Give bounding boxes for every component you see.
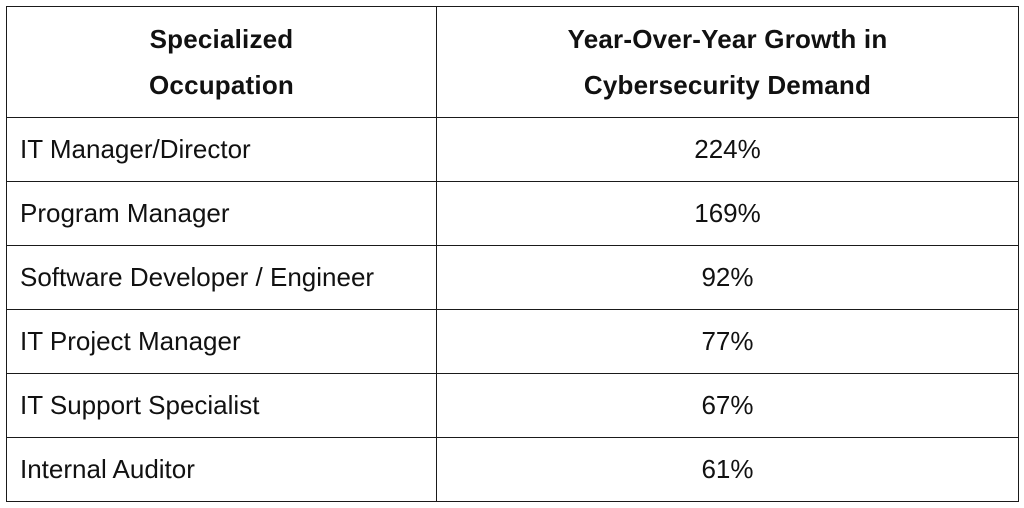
cybersecurity-demand-table: Specialized Occupation Year-Over-Year Gr… [6, 6, 1019, 502]
growth-cell: 77% [436, 309, 1019, 374]
table-header: Specialized Occupation Year-Over-Year Gr… [6, 6, 1019, 118]
header-growth-line-1: Year-Over-Year Growth in [567, 24, 888, 54]
occupation-cell: IT Manager/Director [6, 117, 437, 182]
header-occupation-line-1: Specialized [149, 24, 294, 54]
growth-cell: 61% [436, 437, 1019, 502]
table-row: IT Support Specialist 67% [6, 373, 1019, 438]
header-occupation: Specialized Occupation [6, 6, 437, 118]
table-body: IT Manager/Director 224% Program Manager… [6, 117, 1019, 502]
growth-cell: 92% [436, 245, 1019, 310]
table-row: Software Developer / Engineer 92% [6, 245, 1019, 310]
table-row: IT Project Manager 77% [6, 309, 1019, 374]
growth-cell: 67% [436, 373, 1019, 438]
growth-cell: 224% [436, 117, 1019, 182]
table-row: Program Manager 169% [6, 181, 1019, 246]
table-row: IT Manager/Director 224% [6, 117, 1019, 182]
growth-cell: 169% [436, 181, 1019, 246]
table-row: Internal Auditor 61% [6, 437, 1019, 502]
header-occupation-line-2: Occupation [148, 70, 294, 100]
header-growth: Year-Over-Year Growth in Cybersecurity D… [436, 6, 1019, 118]
occupation-cell: IT Project Manager [6, 309, 437, 374]
occupation-cell: Program Manager [6, 181, 437, 246]
header-row: Specialized Occupation Year-Over-Year Gr… [6, 6, 1019, 118]
header-growth-line-2: Cybersecurity Demand [583, 70, 872, 100]
occupation-cell: IT Support Specialist [6, 373, 437, 438]
growth-table-container: Specialized Occupation Year-Over-Year Gr… [6, 6, 1019, 502]
occupation-cell: Internal Auditor [6, 437, 437, 502]
occupation-cell: Software Developer / Engineer [6, 245, 437, 310]
